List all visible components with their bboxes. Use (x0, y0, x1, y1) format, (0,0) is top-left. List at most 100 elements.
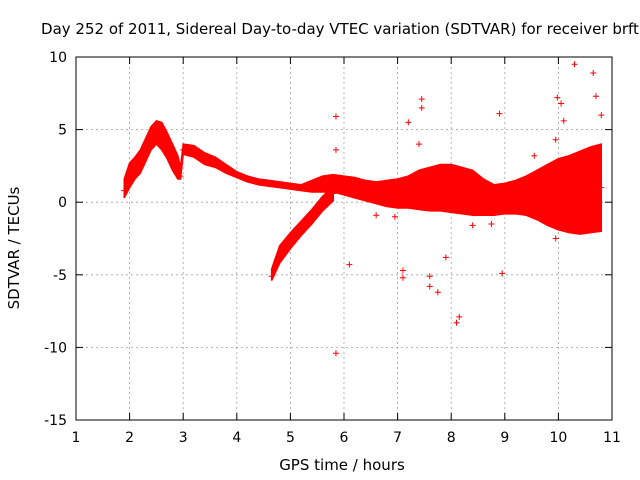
data-point (131, 162, 138, 169)
data-point (383, 191, 390, 198)
data-point (287, 236, 294, 243)
data-point (153, 126, 160, 133)
data-point (148, 133, 155, 140)
data-point (469, 189, 476, 196)
outlier-point (453, 319, 460, 326)
data-point (298, 184, 305, 191)
outlier-point (391, 213, 398, 220)
outlier-point (552, 136, 559, 143)
outlier-point (399, 267, 406, 274)
data-point (501, 193, 508, 200)
x-axis-label: GPS time / hours (279, 456, 405, 474)
data-point (255, 178, 262, 185)
outlier-point (456, 313, 463, 320)
data-point (491, 193, 498, 200)
outlier-point (571, 61, 578, 68)
data-point (126, 173, 133, 180)
outlier-point (517, 207, 524, 214)
outlier-point (531, 152, 538, 159)
data-point (458, 187, 465, 194)
data-point (164, 141, 171, 148)
x-tick-label: 3 (179, 430, 188, 446)
outlier-point (469, 222, 476, 229)
outlier-point (568, 155, 575, 162)
data-point (212, 158, 219, 165)
outlier-point (332, 350, 339, 357)
outlier-point (332, 113, 339, 120)
data-point (158, 130, 165, 137)
data-point (298, 225, 305, 232)
data-band (123, 120, 603, 235)
y-tick-label: -5 (53, 268, 67, 284)
data-point (319, 200, 326, 207)
data-band (270, 184, 335, 281)
x-tick-label: 4 (232, 430, 241, 446)
data-point (437, 186, 444, 193)
outlier-point (554, 94, 561, 101)
data-point (448, 186, 455, 193)
y-tick-label: -15 (44, 413, 67, 429)
y-tick-label: 0 (58, 195, 67, 211)
data-point (512, 191, 519, 198)
x-tick-label: 10 (549, 430, 567, 446)
data-point (137, 155, 144, 162)
x-tick-label: 1 (72, 430, 81, 446)
data-point (276, 181, 283, 188)
data-point (341, 181, 347, 188)
data-point (265, 180, 272, 187)
data-point (201, 155, 208, 162)
outlier-point (418, 96, 425, 103)
data-point (174, 167, 181, 174)
outlier-point (592, 93, 599, 100)
outlier-point (373, 212, 380, 219)
outlier-point (552, 235, 559, 242)
data-point (180, 146, 187, 153)
x-tick-label: 2 (125, 430, 134, 446)
x-tick-label: 11 (603, 430, 621, 446)
outlier-point (442, 254, 449, 261)
x-tick-label: 5 (286, 430, 295, 446)
outlier-point (346, 261, 353, 268)
data-point (142, 144, 149, 151)
outlier-point (418, 104, 425, 111)
y-tick-label: -10 (44, 340, 67, 356)
outlier-point (499, 270, 506, 277)
outlier-point (598, 112, 605, 119)
grid-layer (76, 57, 612, 420)
data-point (268, 273, 275, 280)
outlier-point (496, 110, 503, 117)
outlier-point (434, 289, 441, 296)
tick-layer: 1 2 3 4 5 6 7 8 9 10 11 -15 -10 -5 0 5 10 (44, 50, 621, 446)
data-point (351, 184, 358, 191)
data-layer (121, 61, 605, 357)
outlier-point (560, 117, 567, 124)
data-point (416, 187, 423, 194)
outlier-point (426, 283, 433, 290)
data-point (276, 251, 283, 258)
data-point (177, 173, 184, 180)
data-point (555, 187, 562, 194)
data-point (576, 187, 583, 194)
y-tick-label: 5 (58, 123, 67, 139)
outlier-point (416, 141, 423, 148)
y-tick-label: 10 (49, 50, 67, 66)
outlier-point (332, 146, 339, 153)
data-point (373, 190, 380, 197)
data-point (480, 191, 487, 198)
chart-title: Day 252 of 2011, Sidereal Day-to-day VTE… (41, 20, 639, 38)
data-point (566, 187, 573, 194)
data-point (362, 187, 369, 194)
outlier-point (426, 273, 433, 280)
x-tick-label: 7 (393, 430, 402, 446)
data-point (223, 165, 230, 172)
data-point (533, 189, 540, 196)
data-point (330, 190, 337, 197)
data-point (394, 191, 401, 198)
data-point (308, 183, 315, 190)
x-tick-label: 9 (500, 430, 509, 446)
data-point (233, 171, 240, 178)
data-point (244, 175, 251, 182)
outlier-point (558, 100, 565, 107)
data-point (308, 213, 315, 220)
